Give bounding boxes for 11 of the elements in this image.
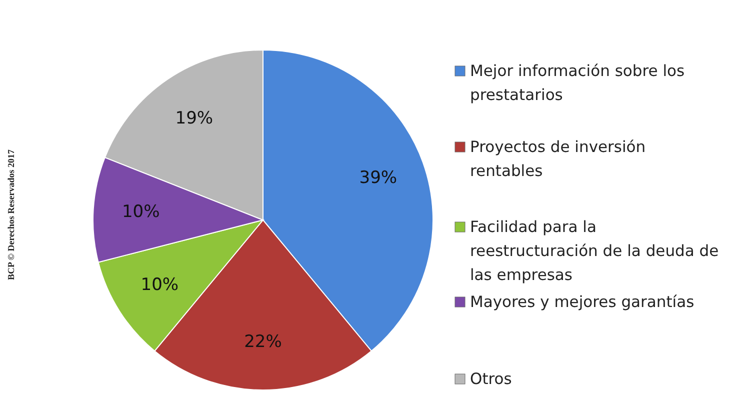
- text: BCP © Derechos Reservados 2017: [6, 148, 16, 280]
- legend-label: Proyectos de inversión rentables: [470, 138, 646, 180]
- data-label: 10%: [122, 202, 160, 222]
- legend-label: Mayores y mejores garantías: [470, 293, 694, 312]
- legend-label: Mejor información sobre los prestatarios: [470, 62, 685, 104]
- data-label: 39%: [359, 168, 398, 188]
- legend-label: Facilidad para la reestructuración de la deuda de las empresas: [470, 218, 719, 284]
- data-label: 22%: [244, 332, 282, 352]
- data-label: 10%: [140, 275, 179, 296]
- data-label: 19%: [175, 108, 214, 128]
- legend-label: Otros: [470, 370, 512, 388]
